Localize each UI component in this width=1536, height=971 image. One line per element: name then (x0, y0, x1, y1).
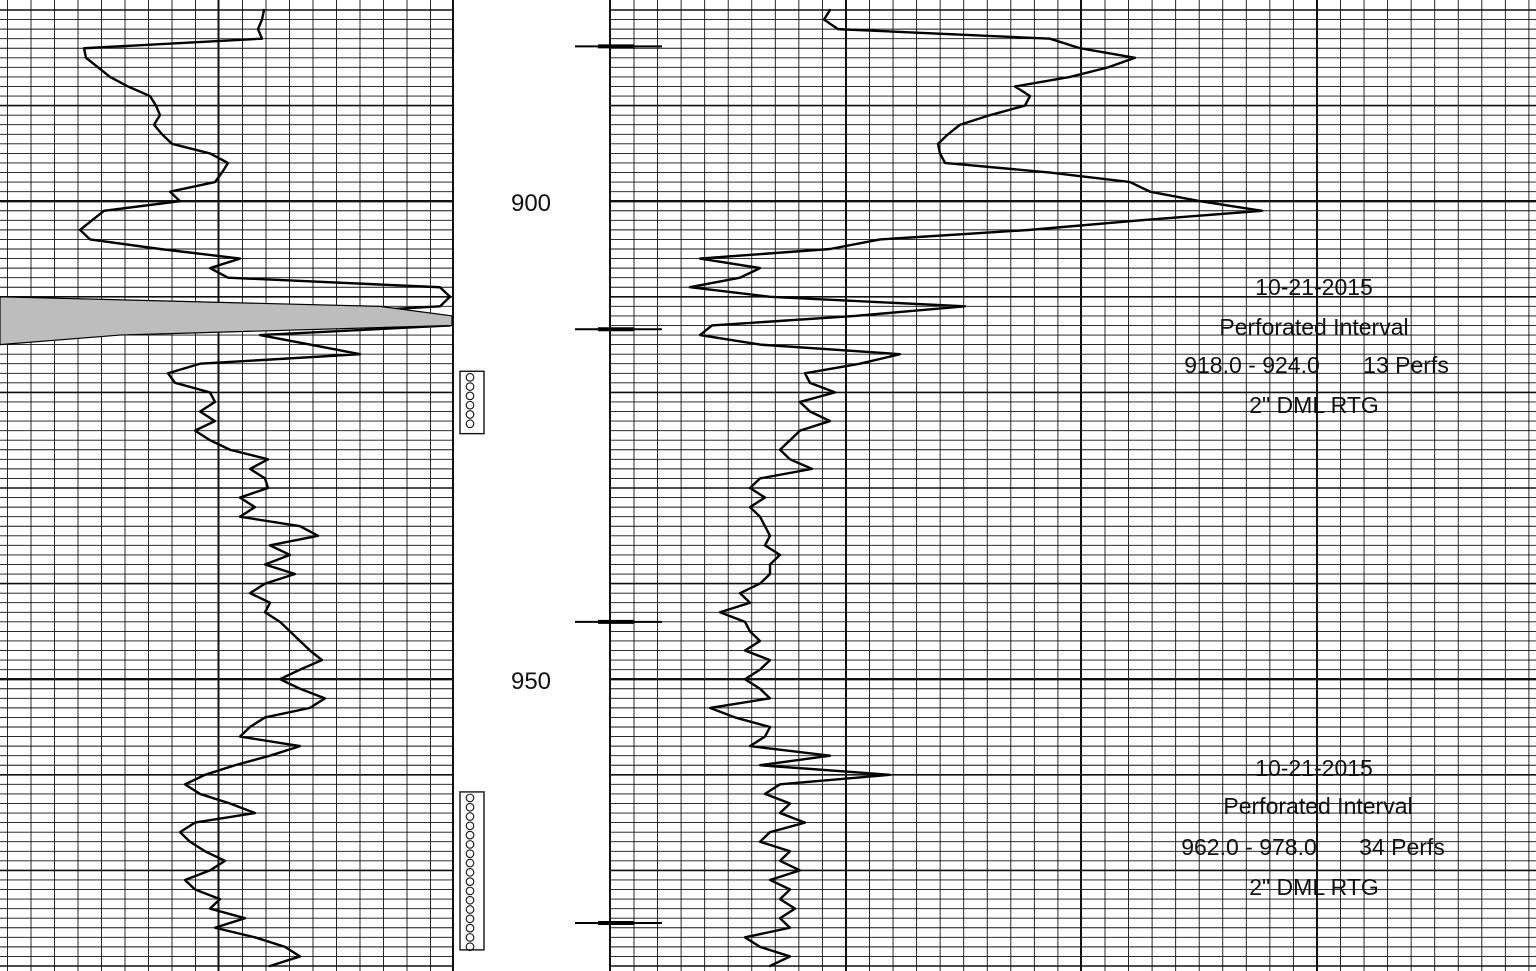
perforation-shot (465, 905, 475, 914)
annotation-interval: 962.0 - 978.0 (1181, 834, 1317, 860)
perforation-shot (465, 830, 475, 840)
perforation-box (459, 791, 485, 951)
perforation-shot (465, 382, 475, 391)
perforation-shot (465, 849, 475, 859)
annotation-title: Perforated Interval (1219, 314, 1408, 340)
collar-marks (575, 44, 662, 925)
log-curve (688, 8, 1264, 968)
perforation-shot (465, 793, 475, 803)
perf-annotation-1: 10-21-2015 Perforated Interval 918.0 - 9… (1184, 274, 1449, 418)
perforation-shot (465, 372, 475, 382)
perforation-shot (465, 867, 475, 877)
annotation-perfs: 34 Perfs (1359, 834, 1445, 860)
log-curve (78, 8, 452, 968)
perforation-shot (465, 812, 475, 821)
perforation-shot (465, 391, 475, 401)
perforation-shot (465, 886, 475, 896)
annotation-perfs: 13 Perfs (1363, 352, 1449, 378)
log-curves (0, 8, 1264, 968)
annotation-gun: 2" DML RTG (1249, 874, 1379, 900)
perforation-shot (465, 858, 475, 868)
perforation-shot (465, 942, 475, 952)
perforation-shot (465, 923, 475, 933)
annotation-date: 10-21-2015 (1255, 755, 1373, 781)
annotation-date: 10-21-2015 (1255, 274, 1373, 300)
annotation-title: Perforated Interval (1223, 793, 1412, 819)
perforation-shot (465, 877, 475, 886)
perforation-shot (465, 895, 475, 905)
perforation-shot (465, 914, 475, 924)
perforation-markers (459, 370, 485, 952)
perforation-shot (465, 410, 475, 419)
perforation-shot (465, 840, 475, 849)
perf-annotation-2: 10-21-2015 Perforated Interval 962.0 - 9… (1181, 755, 1445, 900)
perforation-shot (465, 419, 475, 429)
perforation-box (459, 370, 485, 435)
perforation-shot (465, 400, 475, 410)
annotation-gun: 2" DML RTG (1249, 392, 1379, 418)
annotation-interval: 918.0 - 924.0 (1184, 352, 1320, 378)
perforation-shot (465, 933, 475, 942)
depth-label-900: 900 (511, 190, 551, 217)
perforation-shot (465, 821, 475, 831)
shaded-curve (0, 296, 453, 346)
perforation-shot (465, 802, 475, 812)
depth-label-950: 950 (511, 668, 551, 695)
